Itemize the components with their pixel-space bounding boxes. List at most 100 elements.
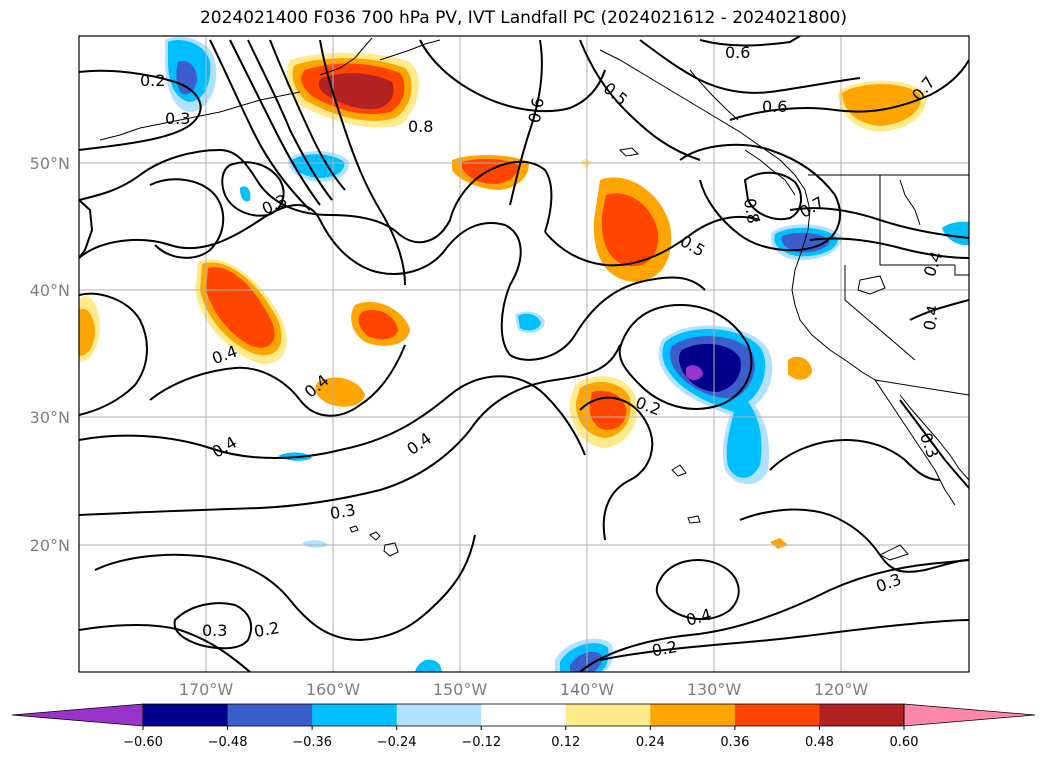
border-path bbox=[874, 379, 969, 396]
anomaly-fill bbox=[842, 84, 921, 126]
anomaly-fill bbox=[206, 267, 275, 348]
anomaly-fill bbox=[240, 186, 251, 202]
lon-label: 150°W bbox=[433, 680, 488, 699]
contour-line bbox=[579, 559, 969, 672]
contour-line bbox=[618, 303, 753, 410]
contour-label: 0.6 bbox=[525, 96, 548, 124]
colorbar-segment bbox=[819, 704, 905, 726]
lon-label: 170°W bbox=[179, 680, 234, 699]
anomaly-fill bbox=[781, 232, 830, 253]
anomaly-fill bbox=[79, 308, 95, 356]
lat-label: 50°N bbox=[30, 154, 70, 173]
contour-line bbox=[544, 215, 761, 267]
contour-line bbox=[247, 39, 333, 201]
coastline-path bbox=[599, 49, 811, 231]
contour-line bbox=[729, 59, 969, 121]
contour-line bbox=[789, 207, 969, 239]
contour-line bbox=[743, 171, 802, 220]
anomaly-fill bbox=[318, 73, 394, 110]
coastline-path bbox=[383, 542, 399, 557]
lon-label: 160°W bbox=[306, 680, 361, 699]
contour-line bbox=[699, 36, 801, 47]
anomaly-fill bbox=[942, 221, 969, 246]
colorbar-outline bbox=[142, 703, 905, 727]
coastline-path bbox=[878, 544, 909, 561]
contour-lines bbox=[79, 36, 969, 672]
colorbar-tick-label: 0.48 bbox=[805, 735, 834, 750]
longitude-labels: 170°W 160°W 150°W 140°W 130°W 120°W bbox=[179, 680, 869, 699]
contour-label: 0.4 bbox=[920, 304, 943, 332]
contour-line bbox=[173, 602, 253, 650]
colorbar-tick-label: 0.24 bbox=[636, 735, 665, 750]
lat-label: 20°N bbox=[30, 536, 70, 555]
contour-line bbox=[269, 39, 346, 191]
lat-label: 30°N bbox=[30, 408, 70, 427]
contour-label: 0.8 bbox=[740, 197, 763, 225]
coastline-path bbox=[874, 379, 956, 506]
colorbar-tick-label: −0.60 bbox=[123, 735, 163, 750]
contour-line bbox=[149, 344, 406, 417]
contour-label: 0.2 bbox=[140, 71, 165, 90]
coastline-path bbox=[671, 464, 687, 477]
colorbar-segment bbox=[481, 704, 567, 726]
anomaly-fill bbox=[176, 60, 197, 95]
contour-line bbox=[79, 204, 706, 361]
border-path bbox=[879, 175, 955, 266]
contour-line bbox=[79, 148, 553, 244]
anomaly-fill bbox=[788, 356, 812, 380]
contour-line bbox=[599, 619, 969, 661]
colorbar-segment bbox=[650, 704, 736, 726]
colorbar-tick-label: −0.12 bbox=[461, 735, 501, 750]
contour-line bbox=[79, 292, 148, 416]
contour-line bbox=[899, 399, 969, 489]
lon-label: 130°W bbox=[687, 680, 742, 699]
contour-label: 0.3 bbox=[329, 500, 357, 523]
contour-line bbox=[639, 39, 861, 94]
contour-label: 0.2 bbox=[253, 618, 281, 641]
colorbar-segment bbox=[227, 704, 313, 726]
contour-line bbox=[909, 299, 969, 321]
colorbar-segment bbox=[565, 704, 651, 726]
contour-line bbox=[579, 396, 654, 541]
colorbar-tick-label: −0.48 bbox=[208, 735, 248, 750]
contour-line bbox=[655, 559, 740, 621]
contour-line bbox=[509, 39, 543, 206]
colorbar-segment bbox=[143, 704, 229, 726]
contour-label: 0.6 bbox=[762, 97, 787, 116]
coastline-path bbox=[687, 515, 701, 524]
contour-line bbox=[769, 438, 941, 481]
gridlines bbox=[79, 36, 969, 672]
border-path bbox=[954, 265, 969, 276]
figure-title: 2024021400 F036 700 hPa PV, IVT Landfall… bbox=[199, 8, 847, 28]
contour-label: 0.6 bbox=[725, 43, 750, 62]
lat-label: 40°N bbox=[30, 281, 70, 300]
colorbar-extend-max bbox=[903, 703, 1036, 727]
coastline-path bbox=[899, 394, 969, 481]
contour-line bbox=[79, 375, 586, 459]
lon-label: 140°W bbox=[560, 680, 615, 699]
contour-line bbox=[739, 508, 969, 573]
contour-line bbox=[221, 161, 285, 217]
contour-line bbox=[149, 178, 225, 259]
contour-line bbox=[319, 39, 406, 286]
coastline-path bbox=[349, 525, 359, 533]
anomaly-fill bbox=[358, 309, 398, 340]
contour-line bbox=[209, 39, 311, 211]
colorbar-extend-min bbox=[11, 703, 144, 727]
contour-line bbox=[229, 39, 321, 206]
contour-line bbox=[94, 534, 476, 642]
anomaly-fill bbox=[589, 390, 627, 430]
anomaly-fill bbox=[302, 540, 328, 548]
colorbar-tick-label: −0.36 bbox=[292, 735, 332, 750]
coastline-path bbox=[319, 37, 373, 76]
colorbar-segment bbox=[312, 704, 398, 726]
anomaly-fill bbox=[315, 377, 365, 407]
contour-line bbox=[79, 199, 94, 259]
coastline-path bbox=[99, 91, 301, 141]
anomaly-fill bbox=[770, 538, 788, 549]
contour-line bbox=[579, 39, 701, 161]
latitude-labels: 50°N 40°N 30°N 20°N bbox=[30, 154, 70, 555]
lon-label: 120°W bbox=[814, 680, 869, 699]
coastline-path bbox=[618, 147, 640, 157]
